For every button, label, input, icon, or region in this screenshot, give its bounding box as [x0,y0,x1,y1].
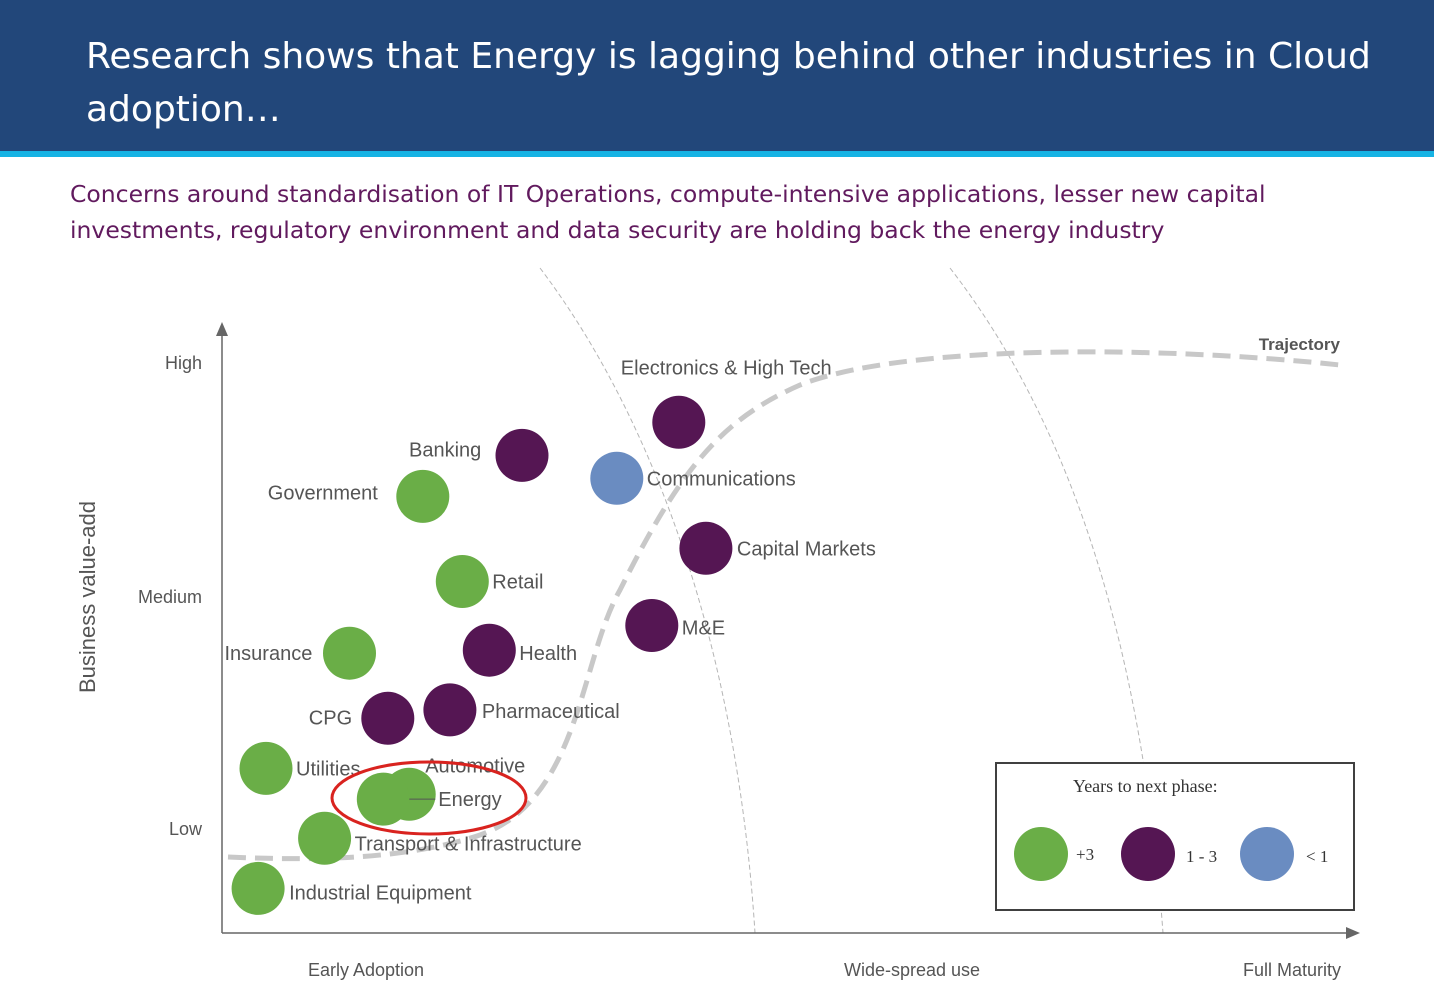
point-m-e [625,599,679,652]
legend-dot-lt1 [1240,827,1294,881]
point-health [462,623,516,677]
point-label-communications: Communications [647,468,796,490]
point-label-health: Health [519,643,577,665]
legend-dot-plus3 [1014,827,1068,881]
y-ticks: High Medium Low [138,353,203,839]
point-label-capital-markets: Capital Markets [737,538,876,560]
x-ticks: Early Adoption Wide-spread use Full Maturi… [308,960,1341,980]
phase-boundary-1 [539,267,756,934]
energy-highlight-ring [330,760,528,836]
x-tick-label: Early Adoption [308,960,424,980]
point-label-insurance: Insurance [225,643,313,665]
point-labels: Electronics & High Tech Banking Communicat… [225,357,876,904]
legend-title: Years to next phase: [1073,776,1218,796]
point-pharmaceutical [423,683,477,737]
y-axis-arrow [216,322,228,336]
point-energy [356,772,410,826]
point-label-cpg: CPG [309,707,352,729]
point-label-retail: Retail [492,572,543,594]
point-cpg [361,691,415,745]
x-tick-label: Wide-spread use [844,960,980,980]
legend-label-1-3: 1 - 3 [1186,847,1218,866]
legend-label-plus3: +3 [1076,845,1095,864]
slide-subtitle: Concerns around standardisation of IT Op… [70,180,1266,244]
title-banner [0,0,1434,151]
point-electronics-high-tech [652,395,706,449]
chart-axes [216,322,1360,939]
trajectory-curve [227,349,1341,862]
point-utilities [239,741,293,795]
point-capital-markets [679,521,733,575]
point-retail [435,555,489,608]
legend: Years to next phase: +3 1 - 3 < 1 [995,762,1355,911]
point-label-electronics-high-tech: Electronics & High Tech [621,357,832,379]
x-axis-arrow [1346,927,1360,939]
y-axis-label: Business value-add [75,501,100,693]
point-label-energy: Energy [438,789,501,811]
point-transport-infrastructure [298,811,352,865]
point-label-pharmaceutical: Pharmaceutical [482,701,620,723]
x-tick-label: Full Maturity [1243,960,1341,980]
point-label-transport-infrastructure: Transport & Infrastructure [355,833,582,855]
slide-title: Research shows that Energy is lagging be… [86,36,1371,130]
point-communications [590,451,644,505]
point-label-banking: Banking [409,439,481,461]
trajectory-label: Trajectory [1259,335,1341,354]
point-label-government: Government [268,482,378,504]
y-tick-label: Low [169,819,203,839]
legend-label-lt1: < 1 [1306,847,1329,866]
point-label-utilities: Utilities [296,758,360,780]
y-tick-label: Medium [138,587,202,607]
point-label-industrial-equipment: Industrial Equipment [289,882,472,904]
point-label-m-e: M&E [682,618,725,640]
point-government [396,469,450,523]
point-industrial-equipment [231,861,285,915]
point-insurance [323,626,376,680]
point-banking [495,428,549,482]
legend-dot-1-3 [1121,827,1175,881]
banner-stripe [0,151,1434,157]
y-tick-label: High [165,353,202,373]
data-points [231,395,733,915]
